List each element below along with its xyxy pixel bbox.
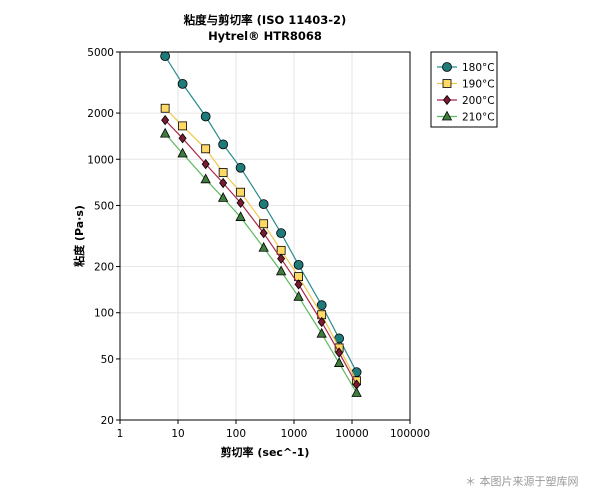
legend-label: 180°C xyxy=(462,62,495,74)
data-point xyxy=(335,347,344,358)
data-point xyxy=(333,357,345,367)
legend-marker xyxy=(442,94,452,106)
data-point xyxy=(218,139,229,150)
y-tick-label: 5000 xyxy=(87,47,114,59)
series-3 xyxy=(159,127,362,397)
legend-label: 200°C xyxy=(462,95,495,107)
legend-frame xyxy=(430,51,498,128)
watermark: ＊ 本图片来源于塑库网 xyxy=(465,474,579,488)
y-tick-label: 100 xyxy=(94,308,114,320)
data-point xyxy=(276,228,287,239)
chart-subtitle: Hytrel® HTR8068 xyxy=(208,29,322,43)
data-point xyxy=(259,219,269,229)
data-point xyxy=(277,253,286,264)
legend-item: 190°C xyxy=(437,79,495,91)
plot-frame xyxy=(119,51,411,421)
data-point xyxy=(276,245,286,255)
y-tick-label: 1000 xyxy=(87,154,114,166)
data-point xyxy=(200,111,211,122)
data-point xyxy=(160,51,171,62)
data-point xyxy=(217,192,229,202)
series-line xyxy=(164,55,358,373)
x-tick-label: 100000 xyxy=(390,428,430,440)
series-2 xyxy=(161,114,361,390)
series-0 xyxy=(160,51,362,378)
x-tick-label: 1 xyxy=(117,428,124,440)
legend: 180°C 190°C 200°C 210°C xyxy=(430,51,498,128)
data-point xyxy=(219,177,228,189)
legend-marker xyxy=(442,79,452,88)
data-point xyxy=(236,197,245,209)
x-tick-label: 100 xyxy=(226,428,246,440)
y-tick-label: 50 xyxy=(101,354,114,366)
y-tick-label: 200 xyxy=(94,262,114,274)
data-point xyxy=(177,147,188,158)
x-axis-label: 剪切率 (sec^-1) xyxy=(221,445,310,459)
y-tick-label: 2000 xyxy=(87,108,114,120)
legend-marker xyxy=(441,110,453,121)
data-point xyxy=(200,173,211,184)
legend-item: 210°C xyxy=(437,110,495,124)
data-point xyxy=(317,316,326,328)
data-point xyxy=(159,127,171,138)
data-point xyxy=(293,259,304,270)
data-point xyxy=(178,121,187,131)
y-tick-label: 20 xyxy=(101,415,114,427)
data-point xyxy=(236,187,245,197)
data-point xyxy=(178,133,187,144)
y-tick-label: 500 xyxy=(94,200,114,212)
series-layer xyxy=(159,51,362,397)
chart-title: 粘度与剪切率 (ISO 11403-2) xyxy=(184,13,347,27)
legend-item: 200°C xyxy=(437,94,495,107)
data-point xyxy=(201,158,210,170)
data-point xyxy=(161,114,170,126)
data-point xyxy=(316,300,327,311)
legend-label: 190°C xyxy=(462,79,495,91)
data-point xyxy=(235,211,246,221)
legend-item: 180°C xyxy=(437,62,495,74)
data-point xyxy=(351,387,362,397)
x-tick-label: 10000 xyxy=(335,428,368,440)
data-point xyxy=(316,327,327,338)
data-point xyxy=(201,144,211,154)
data-point xyxy=(218,168,228,177)
data-point xyxy=(160,103,170,113)
series-line xyxy=(164,133,358,394)
data-point xyxy=(235,162,246,173)
data-point xyxy=(177,78,188,89)
data-point xyxy=(258,241,269,252)
data-point xyxy=(275,265,287,276)
legend-label: 210°C xyxy=(462,112,495,124)
data-point xyxy=(294,279,303,290)
data-point xyxy=(259,228,268,239)
data-point xyxy=(258,199,269,210)
legend-marker xyxy=(442,62,452,72)
x-tick-label: 1000 xyxy=(281,428,308,440)
data-point xyxy=(293,290,304,301)
x-tick-label: 10 xyxy=(171,428,184,440)
y-axis-label: 粘度 (Pa·s) xyxy=(72,205,86,267)
axis-ticks: 1 10 100 1000 10000 100000 20 50 100 200 500 1000 20… xyxy=(87,47,430,440)
